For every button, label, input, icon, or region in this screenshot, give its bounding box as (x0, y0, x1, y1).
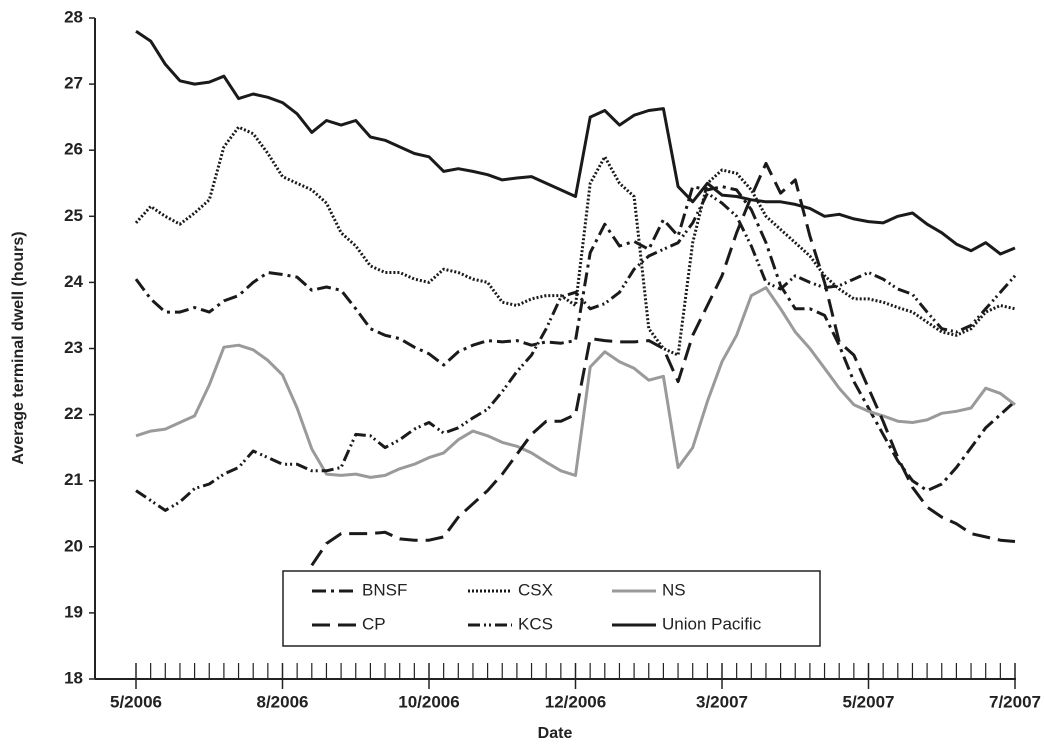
legend-label: CP (362, 614, 386, 633)
series-line (135, 191, 1017, 512)
legend-label: NS (662, 580, 686, 599)
y-tick-label: 27 (64, 74, 83, 93)
x-axis-label: Date (538, 725, 573, 742)
x-tick-label: 8/2006 (257, 692, 309, 711)
x-tick-label: 12/2006 (545, 692, 606, 711)
y-tick-label: 26 (64, 140, 83, 159)
legend-box (282, 570, 821, 647)
x-tick-label: 10/2006 (398, 692, 459, 711)
y-tick-label: 24 (64, 272, 83, 291)
y-tick-label: 18 (64, 668, 83, 687)
legend-label: CSX (518, 580, 553, 599)
y-tick-label: 23 (64, 338, 83, 357)
y-tick-label: 21 (64, 470, 83, 489)
y-tick-label: 19 (64, 602, 83, 621)
series-line (134, 185, 1017, 493)
y-axis-label: Average terminal dwell (hours) (10, 231, 27, 464)
y-tick-label: 20 (64, 536, 83, 555)
x-tick-label: 5/2007 (843, 692, 895, 711)
series-line (310, 161, 1016, 567)
legend-label: BNSF (362, 580, 407, 599)
x-tick-label: 3/2007 (696, 692, 748, 711)
series-line (135, 29, 1016, 256)
series-line (134, 125, 1016, 357)
y-tick-label: 28 (64, 7, 83, 26)
x-tick-label: 5/2006 (110, 692, 162, 711)
legend-label: KCS (518, 614, 553, 633)
x-tick-label: 7/2007 (989, 692, 1041, 711)
y-tick-label: 22 (64, 404, 83, 423)
series-line (135, 286, 1016, 479)
legend-label: Union Pacific (662, 614, 762, 633)
y-tick-label: 25 (64, 206, 83, 225)
